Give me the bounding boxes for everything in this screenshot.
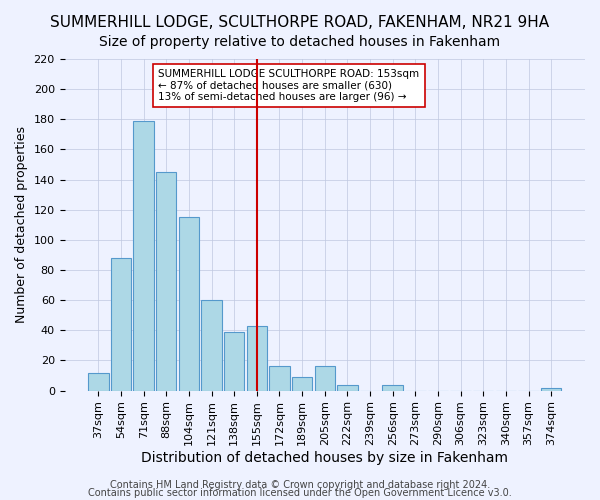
- Bar: [156, 172, 176, 390]
- Bar: [179, 218, 199, 390]
- Bar: [269, 366, 290, 390]
- Bar: [133, 121, 154, 390]
- Bar: [314, 366, 335, 390]
- X-axis label: Distribution of detached houses by size in Fakenham: Distribution of detached houses by size …: [141, 451, 508, 465]
- Bar: [247, 326, 267, 390]
- Text: SUMMERHILL LODGE, SCULTHORPE ROAD, FAKENHAM, NR21 9HA: SUMMERHILL LODGE, SCULTHORPE ROAD, FAKEN…: [50, 15, 550, 30]
- Text: Size of property relative to detached houses in Fakenham: Size of property relative to detached ho…: [100, 35, 500, 49]
- Bar: [111, 258, 131, 390]
- Bar: [337, 384, 358, 390]
- Bar: [202, 300, 222, 390]
- Text: Contains public sector information licensed under the Open Government Licence v3: Contains public sector information licen…: [88, 488, 512, 498]
- Bar: [224, 332, 244, 390]
- Bar: [541, 388, 562, 390]
- Text: SUMMERHILL LODGE SCULTHORPE ROAD: 153sqm
← 87% of detached houses are smaller (6: SUMMERHILL LODGE SCULTHORPE ROAD: 153sqm…: [158, 69, 419, 102]
- Bar: [382, 384, 403, 390]
- Y-axis label: Number of detached properties: Number of detached properties: [15, 126, 28, 324]
- Text: Contains HM Land Registry data © Crown copyright and database right 2024.: Contains HM Land Registry data © Crown c…: [110, 480, 490, 490]
- Bar: [88, 372, 109, 390]
- Bar: [292, 377, 313, 390]
